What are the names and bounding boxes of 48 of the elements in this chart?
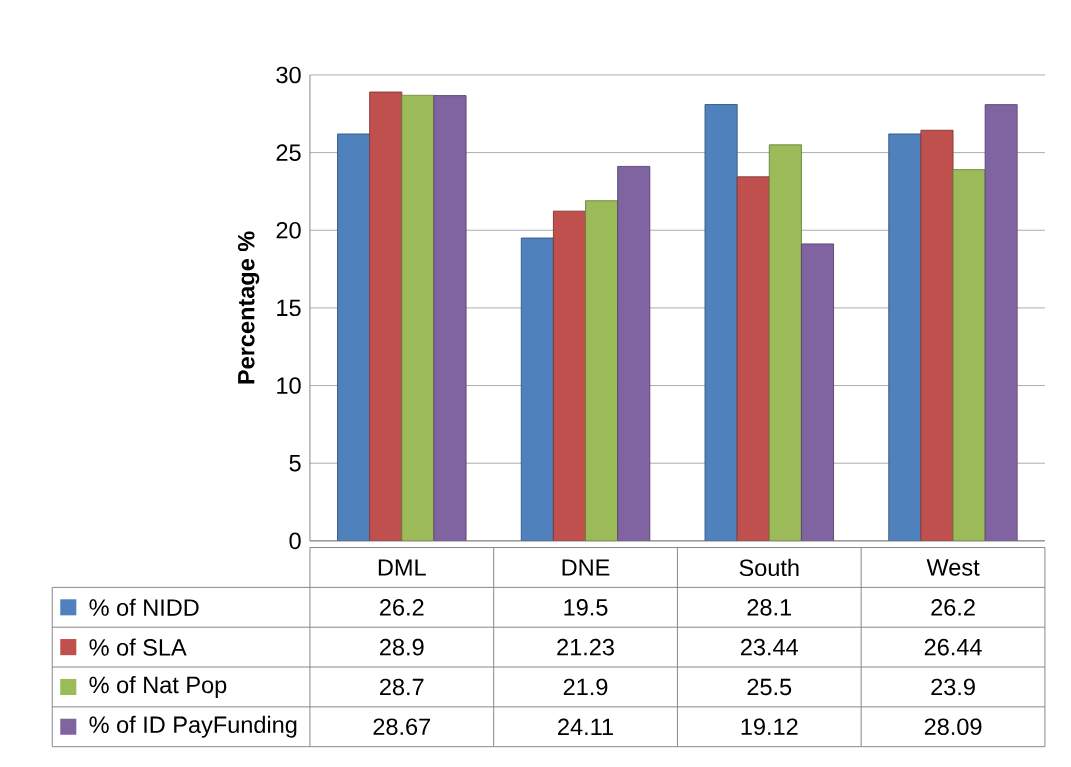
data-label: 21.9 (563, 678, 608, 696)
data-label: 19.5 (564, 598, 608, 616)
bar (800, 243, 835, 541)
y-tick-label: 25 (276, 144, 301, 161)
legend-label: % of NIDD (89, 598, 199, 616)
data-label: 23.44 (741, 638, 798, 656)
bar (920, 129, 954, 541)
data-label: 28.1 (747, 598, 792, 616)
data-label: 21.23 (557, 638, 614, 656)
data-label: 24.11 (558, 718, 613, 735)
bar (768, 144, 802, 541)
y-tick-label: 10 (277, 377, 301, 394)
x-tick-label: DML (378, 559, 426, 576)
bar (433, 95, 467, 541)
y-tick-label: 30 (276, 66, 301, 84)
y-tick-label: 5 (289, 454, 301, 472)
y-tick-label: 0 (289, 532, 301, 550)
x-tick-label: DNE (562, 559, 610, 576)
bar (704, 103, 738, 541)
data-label: 19.12 (741, 718, 798, 735)
data-label: 28.67 (373, 718, 431, 735)
y-tick-label: 15 (277, 299, 301, 317)
legend-label: % of Nat Pop (89, 675, 227, 698)
x-tick-label: West (926, 559, 980, 576)
data-label: 28.9 (380, 638, 424, 656)
bar (401, 94, 435, 541)
data-label: 23.9 (931, 678, 975, 696)
bar (952, 169, 986, 541)
bar (984, 104, 1018, 541)
legend-label: % of ID PayFunding (89, 715, 297, 738)
data-label: 25.5 (747, 678, 792, 696)
data-label: 26.44 (924, 638, 982, 656)
x-tick-label: South (739, 558, 799, 577)
legend-label: % of SLA (89, 638, 187, 656)
bar (736, 176, 770, 541)
y-axis-title: Percentage % (237, 231, 260, 384)
bar (585, 200, 619, 541)
data-label: 26.2 (931, 598, 975, 616)
bar (369, 91, 403, 541)
bar (552, 210, 587, 541)
data-label: 26.2 (380, 598, 424, 616)
data-label: 28.09 (924, 718, 982, 735)
data-label: 28.7 (380, 678, 424, 696)
bar (617, 165, 651, 541)
y-tick-label: 20 (276, 221, 301, 239)
bar (888, 133, 922, 541)
bar (520, 237, 554, 541)
bar (337, 133, 371, 541)
